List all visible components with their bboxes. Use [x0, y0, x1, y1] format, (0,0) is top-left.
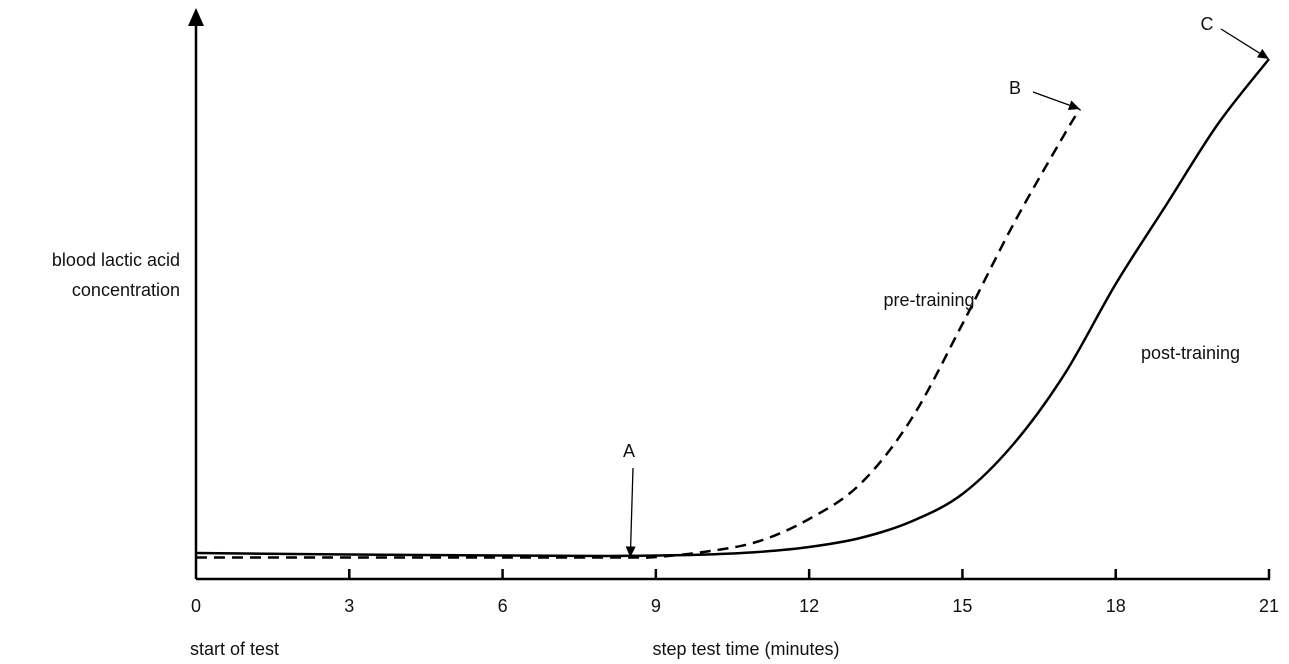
annotations: A B C	[623, 14, 1269, 558]
x-tick-label: 0	[191, 596, 201, 616]
annotation-arrowhead-B	[1067, 100, 1080, 110]
annotation-arrowhead-A	[625, 546, 636, 558]
annotation-arrowhead-C	[1257, 48, 1269, 59]
x-axis-start-label: start of test	[190, 639, 279, 659]
annotation-pointer-A	[629, 467, 634, 547]
x-tick-label: 15	[952, 596, 972, 616]
x-tick-label: 21	[1259, 596, 1279, 616]
series-lines: pre-training post-training	[195, 58, 1270, 559]
x-ticks: 0 3 6 9 12 15 18 21	[191, 569, 1279, 616]
annotation-label-C: C	[1201, 14, 1214, 34]
series-label-pre-training: pre-training	[883, 290, 974, 310]
y-axis-arrowhead	[188, 8, 204, 26]
annotation-label-A: A	[623, 441, 635, 461]
x-tick-label: 3	[344, 596, 354, 616]
annotation-pointer-C	[1220, 28, 1261, 54]
x-tick-label: 6	[498, 596, 508, 616]
x-tick-label: 9	[651, 596, 661, 616]
annotation-label-B: B	[1009, 78, 1021, 98]
axes	[188, 8, 1270, 581]
y-axis-label-line-1: blood lactic acid	[52, 250, 180, 270]
x-tick-label: 12	[799, 596, 819, 616]
y-axis-label-line-2: concentration	[72, 280, 180, 300]
series-label-post-training: post-training	[1141, 343, 1240, 363]
annotation-pointer-B	[1032, 91, 1070, 106]
axis-labels: blood lactic acid concentration start of…	[52, 250, 840, 659]
series-line-pre-training	[196, 108, 1082, 559]
series-line-post-training	[195, 58, 1270, 558]
x-axis-label: step test time (minutes)	[652, 639, 839, 659]
x-tick-label: 18	[1106, 596, 1126, 616]
